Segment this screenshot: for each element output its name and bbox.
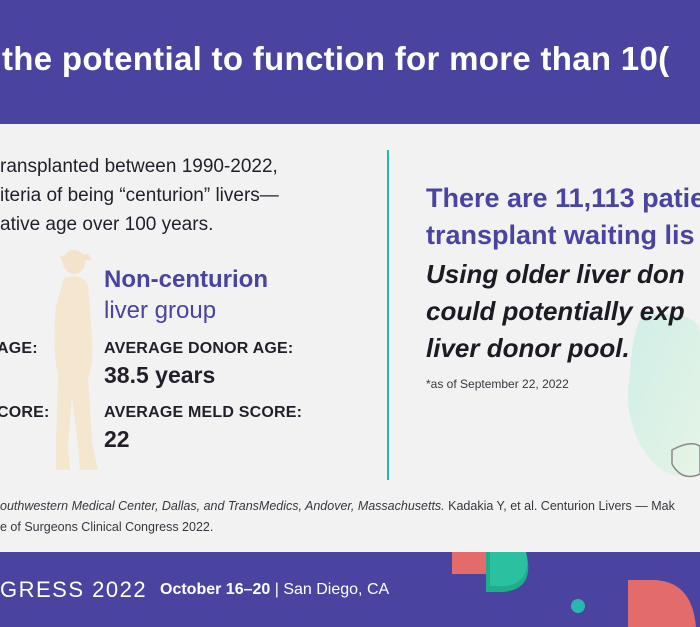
content-panel: ransplanted between 1990-2022, iteria of… [0,124,700,552]
group-title-regular: liver group [104,297,217,324]
emphasis-line: liver donor pool. [426,333,630,363]
group-title-bold: Non-centurion [104,266,268,293]
emphasis-line: Using older liver don [426,259,685,289]
footnote: *as of September 22, 2022 [426,377,569,391]
event-date-range: October 16–20 [160,581,271,598]
average-meld-score-value: 22 [104,426,130,452]
highlight-line: There are 11,113 patie [426,183,700,213]
centurion-meld-label: CORE: [0,404,50,421]
source-citation: outhwestern Medical Center, Dallas, and … [0,496,675,538]
source-reference: Kadakia Y, et al. Centurion Livers — Mak [444,499,675,513]
intro-line: iteria of being “centurion” livers— [0,185,279,206]
emphasis-line: could potentially exp [426,296,685,326]
event-location: | San Diego, CA [270,581,390,598]
page-title: the potential to function for more than … [2,40,670,77]
non-centurion-group-title: Non-centurion liver group [104,264,268,326]
liver-illustration-icon [628,314,700,478]
average-donor-age-value: 38.5 years [104,362,216,388]
donor-pool-statement: Using older liver don could potentially … [426,256,685,367]
average-meld-score-label: AVERAGE MELD SCORE: [104,404,303,421]
intro-text: ransplanted between 1990-2022, iteria of… [0,152,360,239]
average-donor-age-label: AVERAGE DONOR AGE: [104,340,294,357]
highlight-line: transplant waiting lis [426,220,695,250]
header-banner: the potential to function for more than … [0,0,700,124]
source-affiliations: outhwestern Medical Center, Dallas, and … [0,499,445,513]
source-line-2: e of Surgeons Clinical Congress 2022. [0,520,214,534]
event-name: GRESS 2022 [0,577,148,602]
person-silhouette-icon [54,250,98,470]
event-dates: October 16–20 | San Diego, CA [160,581,389,599]
vertical-divider [387,150,389,480]
decorative-shapes-icon [452,552,696,627]
intro-line: ative age over 100 years. [0,214,214,235]
centurion-age-label: AGE: [0,340,38,357]
intro-line: ransplanted between 1990-2022, [0,156,278,177]
footer-banner: GRESS 2022 October 16–20 | San Diego, CA [0,552,700,627]
waiting-list-highlight: There are 11,113 patie transplant waitin… [426,180,700,254]
